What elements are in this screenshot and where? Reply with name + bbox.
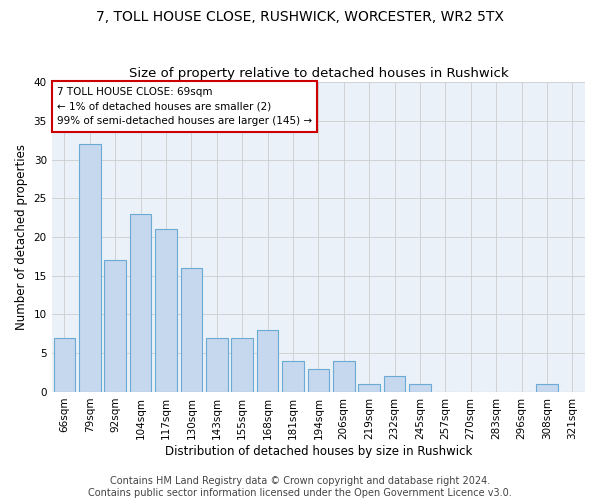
Bar (79, 144, 101, 392)
X-axis label: Distribution of detached houses by size in Rushwick: Distribution of detached houses by size … (164, 444, 472, 458)
Bar (358, 384, 380, 392)
Bar (536, 384, 557, 392)
Bar (257, 330, 278, 392)
Text: 7, TOLL HOUSE CLOSE, RUSHWICK, WORCESTER, WR2 5TX: 7, TOLL HOUSE CLOSE, RUSHWICK, WORCESTER… (96, 10, 504, 24)
Bar (384, 376, 406, 392)
Bar (308, 368, 329, 392)
Title: Size of property relative to detached houses in Rushwick: Size of property relative to detached ho… (128, 66, 508, 80)
Bar (155, 230, 177, 392)
Bar (104, 260, 126, 392)
Bar (409, 384, 431, 392)
Text: 7 TOLL HOUSE CLOSE: 69sqm
← 1% of detached houses are smaller (2)
99% of semi-de: 7 TOLL HOUSE CLOSE: 69sqm ← 1% of detach… (57, 86, 312, 126)
Bar (232, 338, 253, 392)
Bar (333, 361, 355, 392)
Y-axis label: Number of detached properties: Number of detached properties (15, 144, 28, 330)
Bar (130, 214, 151, 392)
Bar (282, 361, 304, 392)
Text: Contains HM Land Registry data © Crown copyright and database right 2024.
Contai: Contains HM Land Registry data © Crown c… (88, 476, 512, 498)
Bar (53, 338, 75, 392)
Bar (181, 268, 202, 392)
Bar (206, 338, 227, 392)
